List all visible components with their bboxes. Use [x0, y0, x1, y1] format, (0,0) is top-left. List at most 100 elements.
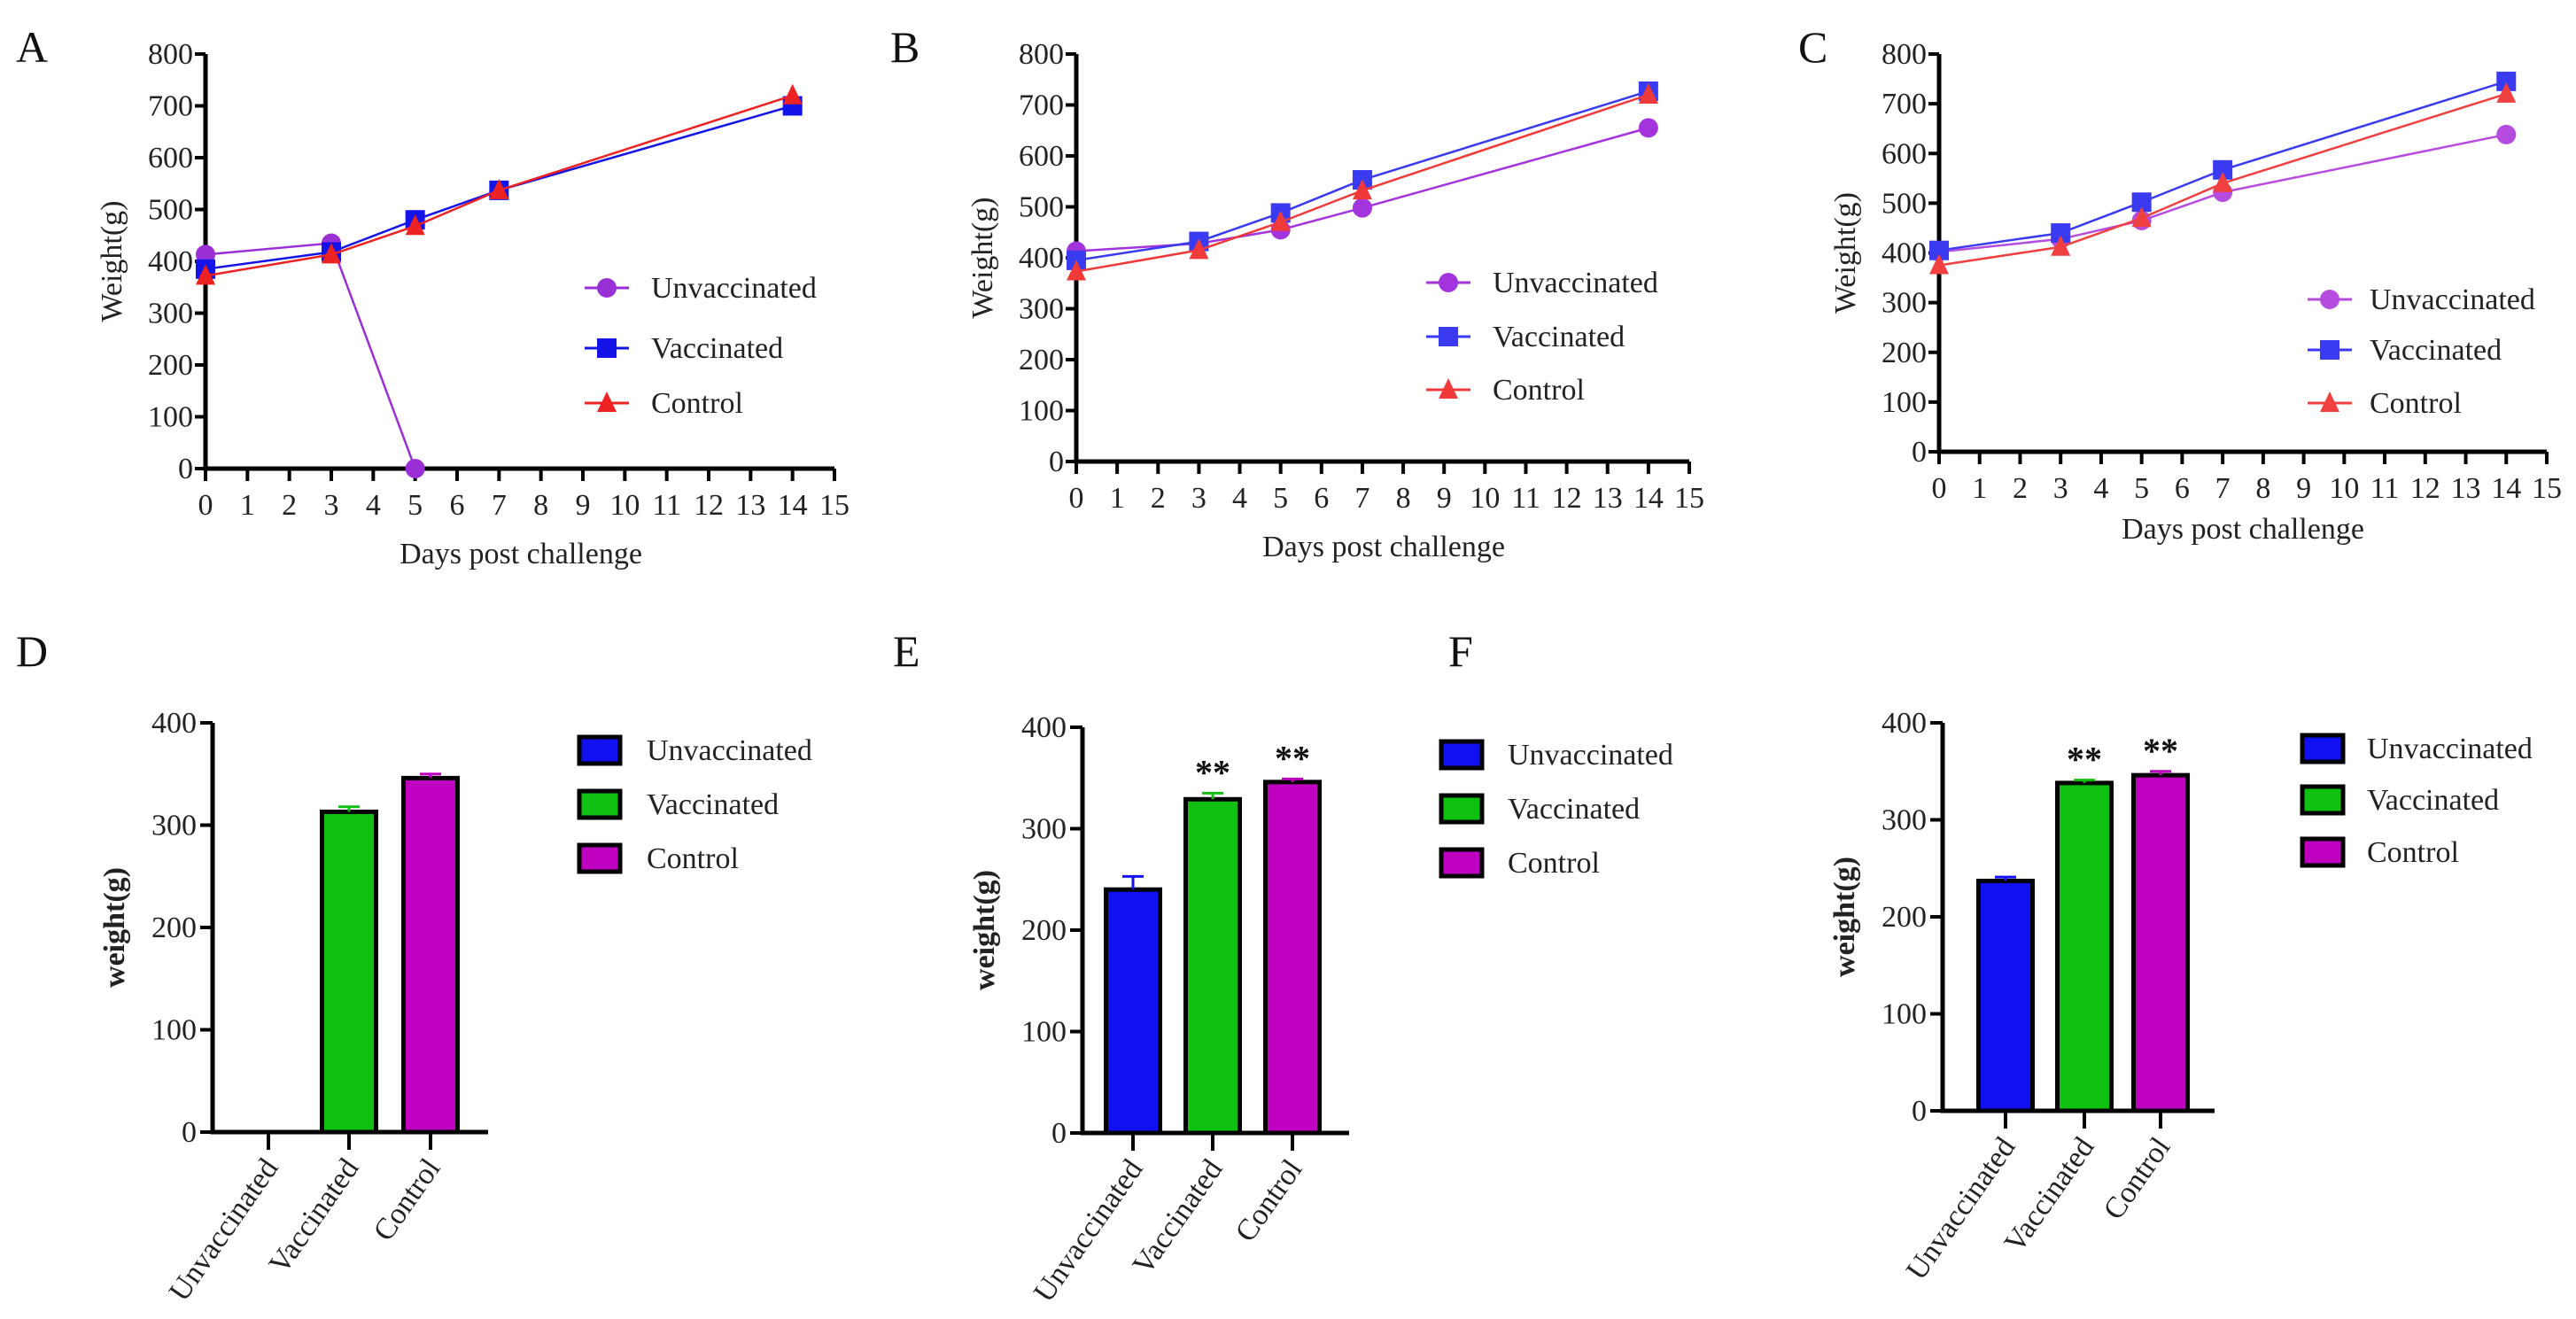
marker-circle [405, 459, 425, 478]
legend-swatch [577, 842, 623, 874]
x-tick-label: 2 [282, 489, 297, 522]
y-tick-label: 200 [1882, 337, 1927, 369]
series-vaccinated [1929, 71, 2517, 260]
marker-triangle [2051, 235, 2071, 256]
marker-square [2496, 71, 2517, 91]
x-tick-label: Unvaccinated [163, 1152, 285, 1307]
y-axis-label: weight(g) [968, 870, 1001, 990]
x-tick-label: 8 [2255, 472, 2270, 505]
x-tick-label: 15 [2532, 472, 2562, 505]
error-bar [420, 772, 441, 779]
y-tick-label: 800 [148, 38, 193, 71]
y-tick-label: 400 [151, 707, 197, 740]
legend-swatch [1439, 739, 1485, 771]
legend-label: Unvaccinated [651, 272, 817, 305]
x-tick-label: 2 [1151, 482, 1166, 515]
legend-swatch [577, 788, 623, 820]
legend-label: Unvaccinated [1493, 267, 1658, 299]
y-tick-label: 200 [148, 349, 193, 382]
x-tick-label: 13 [1593, 482, 1623, 515]
legend-label: Unvaccinated [2367, 733, 2533, 765]
bar-vaccinated [1183, 796, 1242, 1136]
series-vaccinated [1067, 81, 1658, 270]
y-tick-label: 200 [1019, 344, 1064, 376]
legend-swatch [2300, 836, 2346, 868]
axes [1074, 54, 1689, 464]
legend-label: Vaccinated [2370, 334, 2502, 367]
y-tick-label: 200 [1021, 914, 1067, 947]
y-tick-label: 300 [1019, 293, 1064, 326]
panel-e: E 0 100 200 300 400 weight(g) Unvaccinated Unvac… [893, 626, 1673, 1308]
marker-circle [2320, 290, 2339, 309]
marker-triangle [2213, 171, 2233, 192]
marker-square [1439, 327, 1458, 346]
marker-square [2213, 159, 2233, 180]
series-line [205, 242, 416, 469]
y-tick-label: 400 [148, 245, 193, 278]
legend-label: Control [1508, 847, 1600, 880]
panel-label: C [1798, 22, 1827, 72]
legend-label: Control [1493, 374, 1585, 407]
y-axis-label: Weight(g) [96, 201, 128, 322]
y-tick-label: 700 [148, 90, 193, 123]
x-tick-label: 3 [324, 489, 339, 522]
y-tick-label: 600 [1019, 140, 1064, 173]
legend-label: Control [647, 842, 739, 875]
y-tick-label: 400 [1019, 242, 1064, 275]
x-tick-label: 12 [694, 489, 724, 522]
x-tick-label: 1 [1972, 472, 1987, 505]
x-tick-label: 11 [652, 489, 681, 522]
error-bar [1122, 874, 1144, 890]
marker-triangle [2496, 81, 2517, 103]
panel-label: D [16, 626, 48, 676]
legend-swatch [577, 734, 623, 766]
error-bar [1202, 791, 1223, 800]
series-unvaccinated [196, 233, 425, 478]
x-tick-label: 1 [240, 489, 255, 522]
marker-triangle [2320, 392, 2339, 412]
marker-triangle [1352, 179, 1372, 200]
x-tick-label: 4 [366, 489, 381, 522]
marker-square [2051, 223, 2071, 244]
marker-triangle [2131, 206, 2152, 228]
marker-triangle [1929, 253, 1949, 275]
series-control [1067, 83, 1658, 281]
x-axis-label: Days post challenge [400, 538, 642, 570]
legend-label: Unvaccinated [1508, 739, 1673, 772]
marker-triangle [322, 243, 341, 264]
series-control [196, 83, 803, 285]
x-tick-label: Control [2098, 1131, 2177, 1225]
y-tick-label: 600 [148, 142, 193, 175]
legend-label: Unvaccinated [2370, 283, 2535, 316]
x-tick-label: 5 [2134, 472, 2149, 505]
x-tick-label: 7 [2215, 472, 2231, 505]
y-tick-label: 300 [148, 298, 193, 330]
y-tick-label: 0 [1049, 446, 1064, 478]
y-tick-label: 500 [148, 194, 193, 227]
marker-triangle [1270, 210, 1291, 231]
y-tick-label: 300 [1882, 287, 1927, 320]
marker-square [2131, 192, 2152, 213]
y-tick-label: 100 [1882, 998, 1927, 1031]
significance-label: ** [2143, 731, 2178, 771]
y-axis-label: weight(g) [1828, 857, 1861, 977]
marker-circle [1638, 118, 1658, 138]
y-tick-label: 800 [1019, 38, 1064, 71]
legend-label: Vaccinated [1493, 321, 1625, 353]
y-tick-label: 700 [1019, 89, 1064, 122]
y-tick-label: 100 [1021, 1016, 1067, 1049]
marker-triangle [782, 83, 803, 105]
marker-triangle [597, 392, 617, 412]
legend-label: Vaccinated [647, 788, 779, 821]
x-tick-label: 7 [492, 489, 507, 522]
y-tick-label: 100 [1882, 386, 1927, 419]
error-bar [2150, 770, 2171, 776]
x-tick-label: 8 [1396, 482, 1411, 515]
y-axis-label: Weight(g) [1829, 192, 1862, 314]
panel-label: E [893, 626, 920, 676]
axes [210, 723, 488, 1135]
x-tick-label: 9 [576, 489, 591, 522]
y-axis-label: Weight(g) [966, 198, 999, 319]
